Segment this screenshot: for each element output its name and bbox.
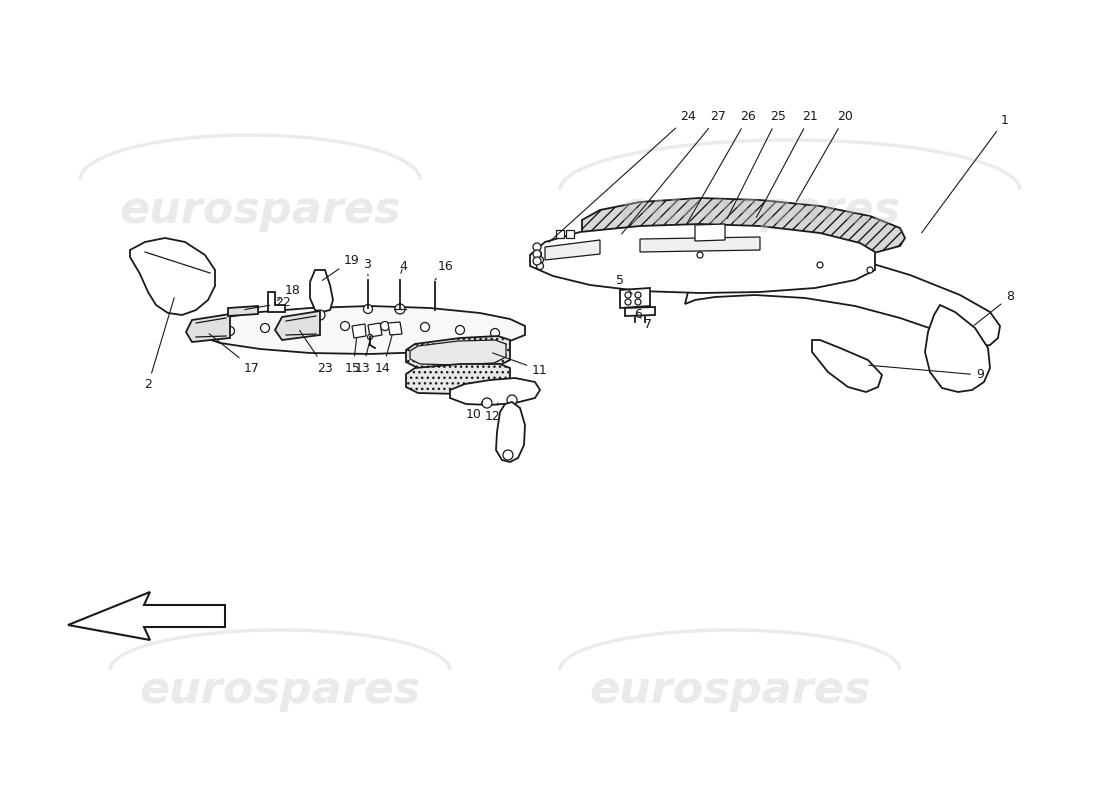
Polygon shape xyxy=(695,224,725,241)
Polygon shape xyxy=(195,324,210,338)
Text: 8: 8 xyxy=(975,290,1014,326)
Text: 25: 25 xyxy=(727,110,785,218)
Circle shape xyxy=(226,326,234,335)
Text: 22: 22 xyxy=(244,297,290,310)
Text: 26: 26 xyxy=(686,110,756,225)
Circle shape xyxy=(341,322,350,330)
Polygon shape xyxy=(685,250,1000,347)
Circle shape xyxy=(817,262,823,268)
Text: 1: 1 xyxy=(922,114,1009,233)
Circle shape xyxy=(300,322,309,331)
Text: 27: 27 xyxy=(621,110,726,234)
Text: 9: 9 xyxy=(869,366,983,382)
Text: 15: 15 xyxy=(345,338,361,374)
Text: 10: 10 xyxy=(466,402,482,422)
Polygon shape xyxy=(450,378,540,405)
Text: 21: 21 xyxy=(757,110,818,218)
Circle shape xyxy=(420,322,429,331)
Text: 19: 19 xyxy=(322,254,360,281)
Circle shape xyxy=(363,305,373,314)
Polygon shape xyxy=(625,307,654,316)
Circle shape xyxy=(534,250,541,258)
Circle shape xyxy=(455,326,464,334)
Circle shape xyxy=(635,292,641,298)
Circle shape xyxy=(507,395,517,405)
Text: 18: 18 xyxy=(277,283,301,301)
Text: 14: 14 xyxy=(375,334,393,374)
Polygon shape xyxy=(268,292,285,312)
Text: eurospares: eurospares xyxy=(140,669,420,711)
Circle shape xyxy=(537,257,543,263)
Circle shape xyxy=(491,329,499,338)
Polygon shape xyxy=(68,592,226,640)
Text: 3: 3 xyxy=(363,258,371,276)
Text: 20: 20 xyxy=(796,110,852,202)
Text: 24: 24 xyxy=(549,110,696,242)
Polygon shape xyxy=(388,322,401,335)
Circle shape xyxy=(367,334,373,339)
Polygon shape xyxy=(186,314,230,342)
Polygon shape xyxy=(496,402,525,462)
Text: 2: 2 xyxy=(144,298,174,391)
Polygon shape xyxy=(352,324,366,338)
Polygon shape xyxy=(130,238,214,315)
Polygon shape xyxy=(620,288,650,308)
Circle shape xyxy=(625,292,631,298)
Text: 5: 5 xyxy=(616,274,632,294)
Text: eurospares: eurospares xyxy=(119,189,400,231)
Text: 12: 12 xyxy=(485,403,501,423)
Polygon shape xyxy=(200,306,525,354)
Circle shape xyxy=(395,304,405,314)
Circle shape xyxy=(381,322,389,330)
Circle shape xyxy=(867,267,873,273)
Text: 4: 4 xyxy=(399,261,407,274)
Text: 16: 16 xyxy=(434,261,454,280)
Polygon shape xyxy=(640,237,760,252)
Circle shape xyxy=(535,250,541,258)
Polygon shape xyxy=(812,340,882,392)
Text: 7: 7 xyxy=(640,317,652,330)
Text: eurospares: eurospares xyxy=(590,669,871,711)
Polygon shape xyxy=(368,323,382,337)
Circle shape xyxy=(635,299,641,305)
Text: eurospares: eurospares xyxy=(619,189,901,231)
Circle shape xyxy=(261,323,270,333)
Polygon shape xyxy=(275,311,320,340)
Text: 6: 6 xyxy=(634,309,642,322)
Polygon shape xyxy=(530,224,874,293)
Text: 17: 17 xyxy=(209,334,260,374)
Text: 23: 23 xyxy=(299,330,333,374)
Text: 13: 13 xyxy=(355,334,372,374)
Polygon shape xyxy=(410,340,506,365)
Polygon shape xyxy=(310,270,333,312)
Polygon shape xyxy=(228,306,258,316)
Circle shape xyxy=(697,252,703,258)
Polygon shape xyxy=(582,198,905,268)
Polygon shape xyxy=(556,230,564,238)
Circle shape xyxy=(537,262,543,270)
Text: 11: 11 xyxy=(493,353,548,377)
Polygon shape xyxy=(544,240,600,260)
Polygon shape xyxy=(566,230,574,238)
Circle shape xyxy=(534,243,541,251)
Circle shape xyxy=(503,450,513,460)
Polygon shape xyxy=(406,364,510,394)
Circle shape xyxy=(534,257,541,265)
Circle shape xyxy=(482,398,492,408)
Polygon shape xyxy=(925,305,990,392)
Circle shape xyxy=(315,310,324,320)
Polygon shape xyxy=(406,336,510,368)
Circle shape xyxy=(625,299,631,305)
